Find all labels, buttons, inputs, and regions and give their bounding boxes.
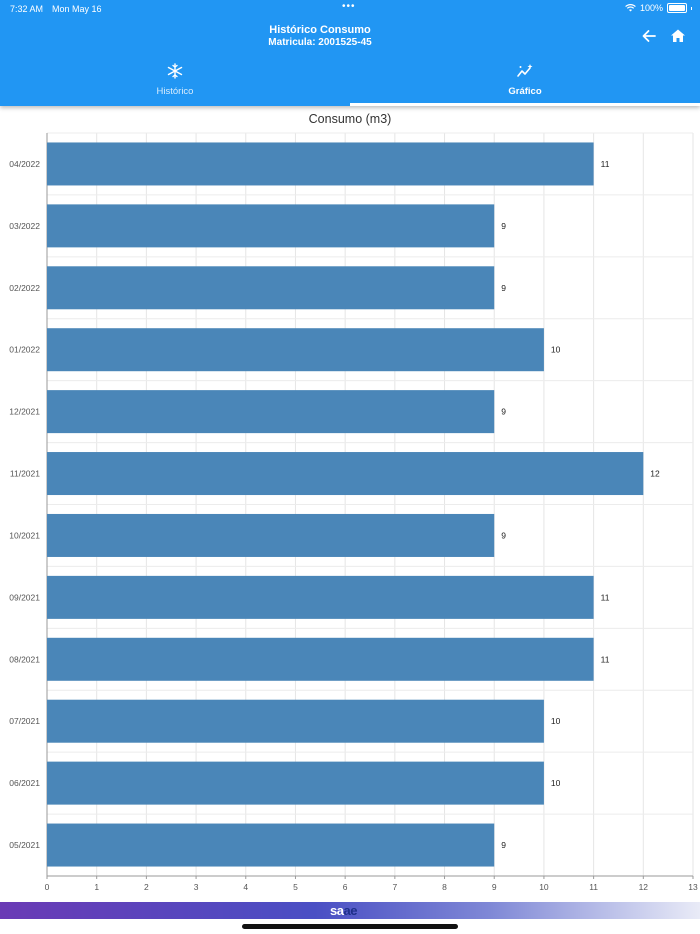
x-tick-label: 4 <box>243 882 248 892</box>
category-label: 07/2021 <box>9 716 40 726</box>
x-tick-label: 3 <box>194 882 199 892</box>
bar <box>47 204 495 248</box>
status-time: 7:32 AM <box>10 4 44 14</box>
tab-grafico[interactable]: Gráfico <box>350 60 700 106</box>
category-label: 06/2021 <box>9 778 40 788</box>
tab-indicator <box>350 103 700 106</box>
x-tick-label: 0 <box>45 882 50 892</box>
x-tick-label: 1 <box>94 882 99 892</box>
arrow-left-icon <box>642 30 656 42</box>
multitask-dots-icon[interactable]: ••• <box>342 1 356 12</box>
tab-historico-label: Histórico <box>156 86 194 97</box>
x-tick-label: 10 <box>539 882 549 892</box>
bar <box>47 266 495 310</box>
status-date: Mon May 16 <box>52 4 102 14</box>
tab-historico[interactable]: Histórico <box>0 60 350 106</box>
logo-part-ae: ae <box>343 903 357 918</box>
value-label: 10 <box>551 716 561 726</box>
category-label: 02/2022 <box>9 283 40 293</box>
x-tick-label: 2 <box>144 882 149 892</box>
chart-title: Consumo (m3) <box>308 112 392 126</box>
bar <box>47 390 495 434</box>
value-label: 9 <box>501 283 506 293</box>
page-subtitle: Matricula: 2001525-45 <box>268 37 372 48</box>
bar <box>47 823 495 867</box>
category-label: 04/2022 <box>9 159 40 169</box>
x-tick-label: 11 <box>589 882 598 892</box>
chart-sparkle-icon <box>517 64 533 77</box>
bar <box>47 142 594 186</box>
category-label: 05/2021 <box>9 840 40 850</box>
snowflake-icon <box>167 63 183 79</box>
battery-tip <box>691 6 692 10</box>
battery-percent: 100% <box>639 3 663 13</box>
x-tick-label: 9 <box>492 882 497 892</box>
page-title: Histórico Consumo <box>269 24 371 36</box>
category-label: 01/2022 <box>9 345 40 355</box>
status-bar: 7:32 AM Mon May 16 ••• 100% <box>0 0 700 18</box>
x-tick-label: 12 <box>639 882 649 892</box>
value-label: 11 <box>601 654 610 664</box>
value-label: 12 <box>650 469 660 479</box>
home-icon <box>671 29 685 42</box>
value-label: 11 <box>601 159 610 169</box>
x-tick-label: 7 <box>392 882 397 892</box>
bar <box>47 513 495 557</box>
battery-icon <box>667 3 687 13</box>
bar <box>47 575 594 619</box>
category-label: 10/2021 <box>9 530 40 540</box>
bar <box>47 637 594 681</box>
value-label: 9 <box>501 407 506 417</box>
category-label: 03/2022 <box>9 221 40 231</box>
saae-logo: saae <box>330 903 357 918</box>
home-indicator[interactable] <box>242 924 458 929</box>
x-tick-label: 6 <box>343 882 348 892</box>
status-right: 100% <box>625 3 692 13</box>
logo-part-sa: sa <box>330 903 344 918</box>
back-button[interactable] <box>640 27 658 45</box>
tab-grafico-label: Gráfico <box>508 86 542 97</box>
bar <box>47 328 544 372</box>
value-label: 10 <box>551 345 561 355</box>
value-label: 11 <box>601 592 610 602</box>
app-header: 7:32 AM Mon May 16 ••• 100% Histórico Co… <box>0 0 700 106</box>
value-label: 10 <box>551 778 561 788</box>
wifi-icon <box>625 4 636 12</box>
category-label: 09/2021 <box>9 592 40 602</box>
x-tick-label: 13 <box>688 882 698 892</box>
value-label: 9 <box>501 221 506 231</box>
footer-brand-bar <box>0 902 700 919</box>
value-label: 9 <box>501 840 506 850</box>
value-label: 9 <box>501 530 506 540</box>
category-label: 12/2021 <box>9 407 40 417</box>
home-button[interactable] <box>669 27 687 45</box>
bar <box>47 699 544 743</box>
bar <box>47 452 644 496</box>
category-label: 11/2021 <box>10 469 40 479</box>
bar <box>47 761 544 805</box>
category-label: 08/2021 <box>9 654 40 664</box>
x-tick-label: 5 <box>293 882 298 892</box>
x-tick-label: 8 <box>442 882 447 892</box>
